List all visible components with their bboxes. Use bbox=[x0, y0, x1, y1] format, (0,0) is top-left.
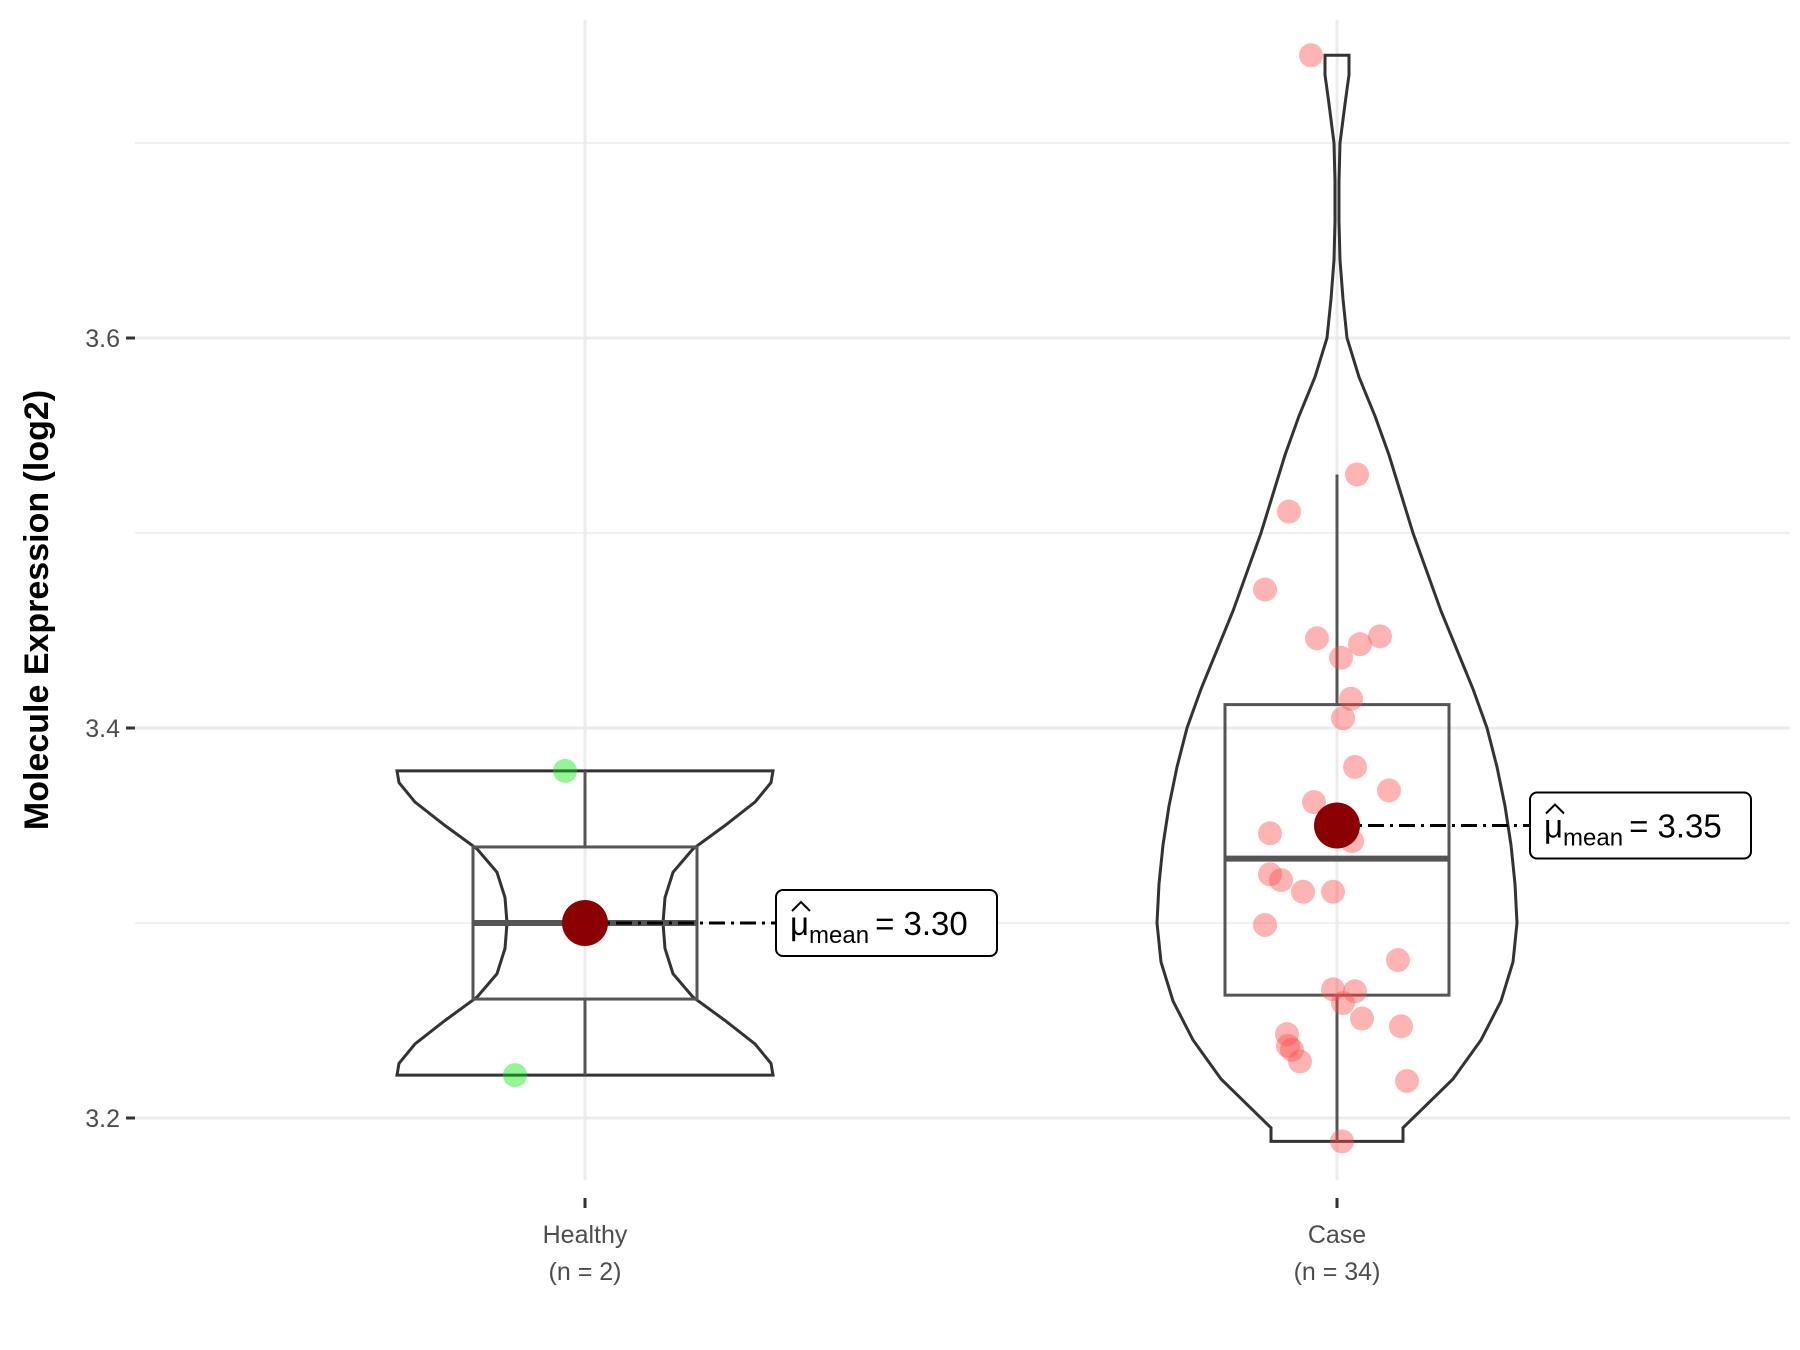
mean-label-text: μmean = 3.30 bbox=[790, 905, 968, 949]
data-point-case bbox=[1277, 499, 1301, 524]
data-point-case bbox=[1305, 626, 1329, 651]
mean-subscript: mean bbox=[809, 922, 869, 949]
data-point-case bbox=[1339, 686, 1363, 711]
data-point-case bbox=[1348, 632, 1372, 657]
hat-mark bbox=[1545, 803, 1565, 815]
violin-case bbox=[1155, 53, 1519, 1143]
data-point-case bbox=[1253, 912, 1277, 937]
x-tick-label-n-case: (n = 34) bbox=[1294, 1258, 1381, 1286]
data-point-case bbox=[1291, 879, 1315, 904]
mean-label-text: μmean = 3.35 bbox=[1544, 808, 1722, 852]
mean-value: = 3.30 bbox=[875, 905, 968, 942]
y-axis-title: Molecule Expression (log2) bbox=[18, 390, 56, 830]
data-point-case bbox=[1331, 706, 1355, 731]
box-case bbox=[1223, 703, 1451, 997]
violins bbox=[395, 53, 1519, 1143]
mean-subscript: mean bbox=[1563, 825, 1623, 852]
data-point-case bbox=[1275, 1022, 1299, 1047]
data-point-case bbox=[1280, 1037, 1304, 1062]
mean-symbol: μ bbox=[790, 905, 809, 942]
data-point-case bbox=[1258, 862, 1282, 887]
mean-value: = 3.35 bbox=[1629, 808, 1722, 845]
data-point-case bbox=[1276, 1033, 1300, 1058]
data-point-case bbox=[1389, 1014, 1413, 1039]
y-tick-label: 3.4 bbox=[85, 715, 120, 743]
data-point-healthy bbox=[553, 758, 577, 783]
violin-healthy bbox=[395, 769, 775, 1077]
data-point-case bbox=[1299, 43, 1323, 68]
x-axis: Healthy (n = 2) Case (n = 34) bbox=[543, 1198, 1381, 1286]
mean-label-box bbox=[1529, 791, 1752, 860]
data-point-case bbox=[1395, 1068, 1419, 1093]
data-point-case bbox=[1386, 948, 1410, 973]
data-point-case bbox=[1253, 577, 1277, 602]
x-tick-label-healthy: Healthy bbox=[543, 1221, 628, 1249]
mean-label-box bbox=[775, 889, 998, 957]
data-point-case bbox=[1330, 1129, 1354, 1154]
data-point-case bbox=[1329, 645, 1353, 670]
y-axis: 3.2 3.4 3.6 bbox=[85, 325, 135, 1133]
data-point-case bbox=[1321, 879, 1345, 904]
data-point-case bbox=[1350, 1006, 1374, 1031]
x-tick-label-n-healthy: (n = 2) bbox=[549, 1258, 622, 1286]
points bbox=[503, 43, 1419, 1154]
grid bbox=[135, 20, 1790, 1180]
mean-point-case bbox=[1314, 802, 1360, 849]
data-point-case bbox=[1343, 979, 1367, 1004]
data-point-case bbox=[1368, 624, 1392, 649]
data-point-case bbox=[1343, 755, 1367, 779]
data-point-case bbox=[1302, 790, 1326, 815]
mean-point-healthy bbox=[562, 900, 608, 946]
data-point-case bbox=[1345, 462, 1369, 487]
data-point-case bbox=[1377, 778, 1401, 803]
data-point-case bbox=[1288, 1049, 1312, 1074]
x-tick-label-case: Case bbox=[1308, 1221, 1366, 1249]
data-point-case bbox=[1321, 977, 1345, 1002]
data-point-case bbox=[1331, 990, 1355, 1015]
hat-mark bbox=[791, 900, 811, 912]
boxes bbox=[471, 474, 1451, 1142]
data-point-case bbox=[1269, 868, 1293, 893]
data-point-case bbox=[1258, 821, 1282, 846]
y-tick-label: 3.2 bbox=[85, 1105, 120, 1133]
mean-symbol: μ bbox=[1544, 808, 1563, 845]
y-tick-label: 3.6 bbox=[85, 325, 120, 353]
data-point-healthy bbox=[503, 1063, 527, 1088]
